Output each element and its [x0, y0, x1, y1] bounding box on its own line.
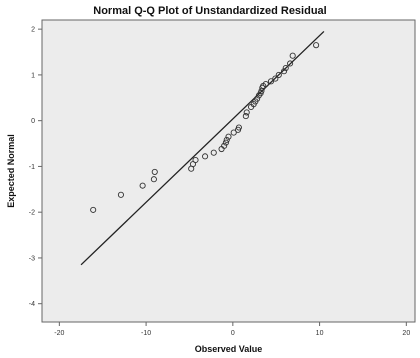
data-point — [242, 113, 249, 120]
data-point — [230, 129, 237, 136]
y-axis-label: Expected Normal — [6, 134, 16, 208]
data-point — [235, 124, 242, 131]
x-tick-label: 20 — [402, 330, 410, 337]
data-point — [267, 78, 275, 85]
data-point — [282, 64, 289, 72]
data-point — [223, 136, 230, 143]
y-tick-label: 0 — [31, 118, 35, 125]
x-tick-label: 0 — [231, 330, 235, 337]
reference-line-group — [80, 30, 325, 266]
x-tick-label: -20 — [54, 330, 64, 337]
data-point — [221, 142, 228, 149]
data-point — [272, 75, 279, 82]
data-point — [225, 133, 232, 140]
data-point — [287, 60, 294, 67]
data-point — [210, 149, 217, 156]
data-point — [150, 176, 157, 183]
chart-title: Normal Q-Q Plot of Unstandardized Residu… — [93, 5, 327, 17]
data-point — [192, 156, 199, 164]
data-point — [262, 81, 269, 88]
y-tick-label: 2 — [31, 27, 35, 34]
data-points — [90, 42, 320, 213]
data-point — [151, 168, 158, 175]
data-point — [243, 109, 250, 116]
y-tick-label: -3 — [29, 255, 35, 262]
plot-area — [41, 19, 416, 323]
data-point — [90, 206, 97, 213]
y-tick-label: -2 — [29, 210, 35, 217]
data-point — [313, 42, 320, 49]
data-point — [275, 71, 282, 78]
y-tick-label: 1 — [31, 72, 35, 79]
data-point — [139, 182, 146, 189]
data-point — [202, 153, 209, 160]
y-tick-label: -1 — [29, 164, 35, 171]
reference-line — [80, 30, 325, 266]
data-point — [280, 68, 288, 75]
x-tick-label: 10 — [316, 330, 324, 337]
data-point — [254, 95, 261, 102]
x-tick-label: -10 — [141, 330, 151, 337]
x-axis-label: Observed Value — [195, 344, 263, 354]
data-point — [222, 139, 229, 146]
data-point — [117, 191, 124, 198]
data-point — [289, 52, 296, 59]
y-tick-label: -4 — [29, 301, 35, 308]
